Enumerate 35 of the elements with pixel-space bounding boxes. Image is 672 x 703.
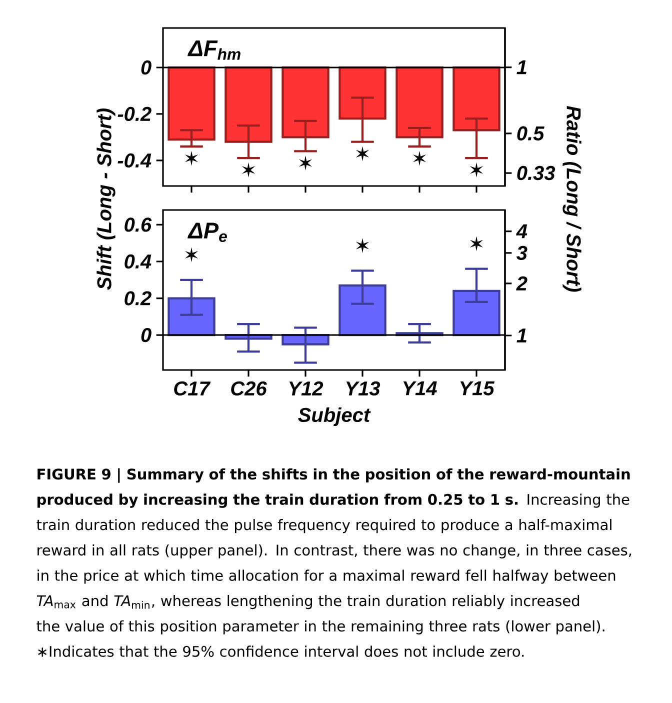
y-tick-label: -0.2 [118,106,152,122]
y2-tick-label: 2 [516,276,528,290]
y-tick-label: 0.2 [124,291,152,306]
annotation: ✶ [184,247,198,262]
y2-tick-label: 0.5 [517,126,544,140]
y-tick-label: 0 [141,60,152,75]
text: FIGURE 9 | Summary of the shifts in the position of the reward-mountain produced by increasing the train duration from 0.25 to 1 s. Increasing the train duration reduced the pulse frequency required to produce a half-maximal reward in all rats (upper panel). In contrast, there was no change, in three cases, in the price at which time allocation for a maximal reward fell halfway between TA$_{max}$ and TA$_{min}$, whereas lengthening the train duration reliably increased the value of this position parameter in the remaining three rats (lower panel). ∗Indicates that the 95% confidence interval does not include zero. [36,468,632,657]
annotation: ✶ [470,162,484,178]
y-axis-title: Shift (Long - Short) [96,108,116,290]
annotation: ✶ [356,146,370,162]
x-tick-label: C17 [174,381,211,396]
x-tick-label: Y15 [460,381,495,396]
y-tick-label: 0 [141,328,152,342]
annotation: ✶ [298,155,312,171]
x-tick-label: Y13 [346,381,380,396]
y2-tick-label: 1 [516,328,526,342]
annotation: ✶ [184,150,198,166]
x-tick-label: Y14 [403,381,437,396]
y-tick-label: 0.4 [124,254,152,269]
annotation: ✶ [470,236,484,252]
y-tick-label: -0.4 [118,153,152,168]
x-tick-label: C26 [231,381,267,396]
y2-tick-label: 0.33 [517,166,556,180]
y-tick-label: 0.6 [124,218,152,232]
y2-tick-label: 4 [516,224,528,238]
y2-tick-label: 3 [516,246,528,260]
y2-axis-title: Ratio (Long / Short) [562,106,582,292]
x-axis-title: Subject [298,407,371,426]
annotation: ✶ [242,162,256,178]
x-tick-label: Y12 [289,381,324,396]
y2-tick-label: 1 [516,60,526,74]
annotation: ✶ [356,238,370,254]
annotation: ✶ [412,150,426,166]
chart-title: ΔF$_{hm}$ [188,40,240,60]
chart-title: ΔP$_{e}$ [188,222,227,242]
